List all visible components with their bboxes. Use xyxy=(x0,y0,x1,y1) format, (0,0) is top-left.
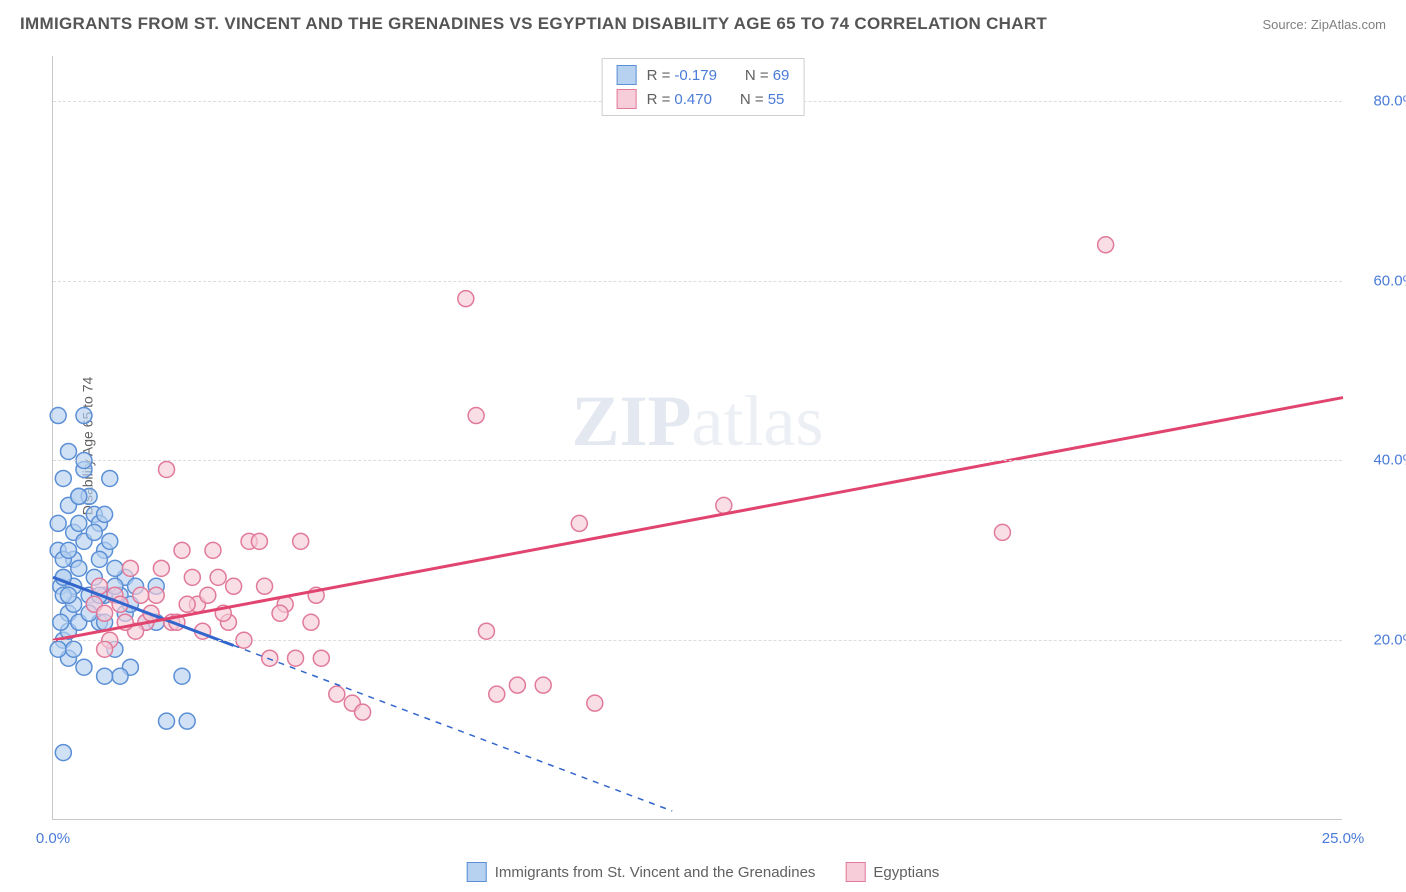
scatter-point xyxy=(355,704,371,720)
scatter-point xyxy=(293,533,309,549)
scatter-point xyxy=(86,524,102,540)
trend-line-extrapolated xyxy=(234,645,673,811)
chart-plot-area: ZIPatlas 20.0%40.0%60.0%80.0%0.0%25.0% xyxy=(52,56,1342,820)
scatter-point xyxy=(153,560,169,576)
n-label: N =55 xyxy=(740,91,784,108)
scatter-point xyxy=(76,659,92,675)
legend-swatch xyxy=(467,862,487,882)
scatter-point xyxy=(184,569,200,585)
scatter-point xyxy=(994,524,1010,540)
scatter-point xyxy=(91,551,107,567)
legend-correlation-row: R =-0.179 N =69 xyxy=(617,63,790,87)
legend-series-item: Egyptians xyxy=(845,862,939,882)
scatter-point xyxy=(97,506,113,522)
legend-swatch xyxy=(845,862,865,882)
n-value: 55 xyxy=(768,91,785,108)
scatter-point xyxy=(159,461,175,477)
source-label: Source: ZipAtlas.com xyxy=(1262,17,1386,32)
scatter-point xyxy=(1098,237,1114,253)
legend-correlation-box: R =-0.179 N =69 R =0.470 N =55 xyxy=(602,58,805,116)
scatter-point xyxy=(587,695,603,711)
grid-line xyxy=(53,640,1342,641)
legend-swatch xyxy=(617,89,637,109)
scatter-point xyxy=(174,668,190,684)
y-tick-label: 40.0% xyxy=(1352,452,1406,469)
scatter-point xyxy=(478,623,494,639)
y-tick-label: 20.0% xyxy=(1352,632,1406,649)
scatter-point xyxy=(272,605,288,621)
scatter-point xyxy=(148,587,164,603)
r-value: -0.179 xyxy=(674,67,717,84)
x-tick-label: 25.0% xyxy=(1322,830,1365,847)
scatter-point xyxy=(257,578,273,594)
r-label: R =-0.179 xyxy=(647,67,717,84)
scatter-point xyxy=(50,515,66,531)
scatter-point xyxy=(50,408,66,424)
legend-swatch xyxy=(617,65,637,85)
scatter-point xyxy=(509,677,525,693)
scatter-point xyxy=(107,560,123,576)
scatter-point xyxy=(66,641,82,657)
scatter-point xyxy=(200,587,216,603)
scatter-point xyxy=(60,542,76,558)
chart-title: IMMIGRANTS FROM ST. VINCENT AND THE GREN… xyxy=(20,14,1047,34)
title-bar: IMMIGRANTS FROM ST. VINCENT AND THE GREN… xyxy=(20,14,1386,34)
scatter-point xyxy=(133,587,149,603)
scatter-point xyxy=(288,650,304,666)
trend-line xyxy=(53,398,1343,641)
scatter-point xyxy=(159,713,175,729)
scatter-point xyxy=(55,745,71,761)
scatter-point xyxy=(489,686,505,702)
scatter-point xyxy=(102,470,118,486)
r-value: 0.470 xyxy=(674,91,712,108)
scatter-point xyxy=(329,686,345,702)
n-value: 69 xyxy=(773,67,790,84)
scatter-point xyxy=(122,560,138,576)
scatter-point xyxy=(60,587,76,603)
x-tick-label: 0.0% xyxy=(36,830,70,847)
scatter-point xyxy=(458,291,474,307)
r-label: R =0.470 xyxy=(647,91,712,108)
scatter-point xyxy=(262,650,278,666)
scatter-plot-svg xyxy=(53,56,1342,819)
scatter-point xyxy=(468,408,484,424)
legend-series-label: Immigrants from St. Vincent and the Gren… xyxy=(495,864,816,881)
y-tick-label: 80.0% xyxy=(1352,92,1406,109)
scatter-point xyxy=(50,641,66,657)
scatter-point xyxy=(571,515,587,531)
scatter-point xyxy=(97,605,113,621)
scatter-point xyxy=(71,560,87,576)
scatter-point xyxy=(303,614,319,630)
scatter-point xyxy=(226,578,242,594)
scatter-point xyxy=(97,668,113,684)
scatter-point xyxy=(313,650,329,666)
scatter-point xyxy=(210,569,226,585)
legend-series-label: Egyptians xyxy=(873,864,939,881)
scatter-point xyxy=(102,533,118,549)
scatter-point xyxy=(112,668,128,684)
scatter-point xyxy=(55,470,71,486)
y-tick-label: 60.0% xyxy=(1352,272,1406,289)
scatter-point xyxy=(251,533,267,549)
scatter-point xyxy=(535,677,551,693)
legend-series: Immigrants from St. Vincent and the Gren… xyxy=(467,862,940,882)
scatter-point xyxy=(97,641,113,657)
scatter-point xyxy=(716,497,732,513)
scatter-point xyxy=(179,713,195,729)
scatter-point xyxy=(179,596,195,612)
scatter-point xyxy=(174,542,190,558)
scatter-point xyxy=(53,614,69,630)
grid-line xyxy=(53,460,1342,461)
scatter-point xyxy=(205,542,221,558)
scatter-point xyxy=(71,488,87,504)
scatter-point xyxy=(76,408,92,424)
legend-correlation-row: R =0.470 N =55 xyxy=(617,87,790,111)
scatter-point xyxy=(71,515,87,531)
n-label: N =69 xyxy=(745,67,789,84)
scatter-point xyxy=(60,443,76,459)
legend-series-item: Immigrants from St. Vincent and the Gren… xyxy=(467,862,816,882)
grid-line xyxy=(53,281,1342,282)
